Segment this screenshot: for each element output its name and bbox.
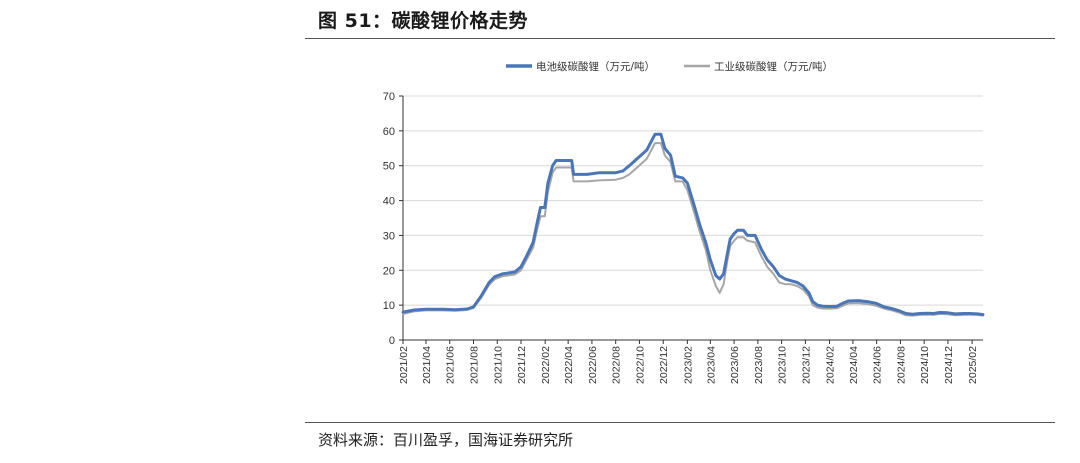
y-tick-label: 20 [383,265,395,277]
y-tick-label: 30 [383,230,395,242]
x-tick-label: 2022/08 [611,346,623,384]
source-note: 资料来源：百川盈孚，国海证券研究所 [318,431,574,449]
bottom-divider [305,422,1055,423]
y-tick-label: 50 [383,161,395,173]
figure-title: 图 51：碳酸锂价格走势 [318,10,529,32]
y-tick-label: 40 [383,196,395,208]
series-industrial-grade-line [402,142,984,317]
x-tick-label: 2021/08 [469,346,481,384]
x-tick-label: 2023/10 [777,346,789,384]
top-divider [305,38,1055,39]
x-tick-label: 2024/10 [919,346,931,384]
y-tick-labels: 0 10 20 30 40 50 60 70 [383,91,395,347]
x-tick-label: 2021/10 [492,346,504,384]
x-tick-label: 2025/02 [967,346,979,384]
x-tick-label: 2023/04 [705,346,717,384]
y-tick-label: 70 [383,91,395,103]
x-tick-label: 2024/12 [943,346,955,384]
x-tick-label: 2024/04 [848,346,860,384]
x-tick-label: 2021/04 [421,346,433,384]
x-tick-label: 2024/06 [872,346,884,384]
y-tick-label: 60 [383,126,395,138]
x-tick-label: 2021/02 [398,346,410,384]
x-tick-label: 2022/02 [540,346,552,384]
x-tick-labels: 2021/02 2021/04 2021/06 2021/08 2021/10 2021/… [398,346,979,384]
x-tick-label: 2022/06 [587,346,599,384]
x-tick-label: 2021/06 [445,346,457,384]
legend: 电池级碳酸锂（万元/吨） 工业级碳酸锂（万元/吨） [506,60,833,73]
series-lines [401,132,985,317]
axes [399,95,983,344]
x-tick-label: 2022/12 [658,346,670,384]
x-tick-label: 2024/08 [895,346,907,384]
x-tick-label: 2023/12 [800,346,812,384]
x-tick-label: 2022/10 [634,346,646,384]
x-tick-label: 2023/06 [729,346,741,384]
y-tick-label: 10 [383,300,395,312]
x-tick-label: 2021/12 [516,346,528,384]
x-tick-label: 2024/02 [825,346,837,384]
x-tick-label: 2023/08 [753,346,765,384]
legend-industrial-grade-label: 工业级碳酸锂（万元/吨） [714,60,833,73]
x-tick-label: 2022/04 [563,346,575,384]
y-tick-label: 0 [389,335,395,347]
legend-battery-grade-label: 电池级碳酸锂（万元/吨） [536,60,655,73]
series-battery-grade-line [401,132,985,317]
x-tick-label: 2023/02 [682,346,694,384]
